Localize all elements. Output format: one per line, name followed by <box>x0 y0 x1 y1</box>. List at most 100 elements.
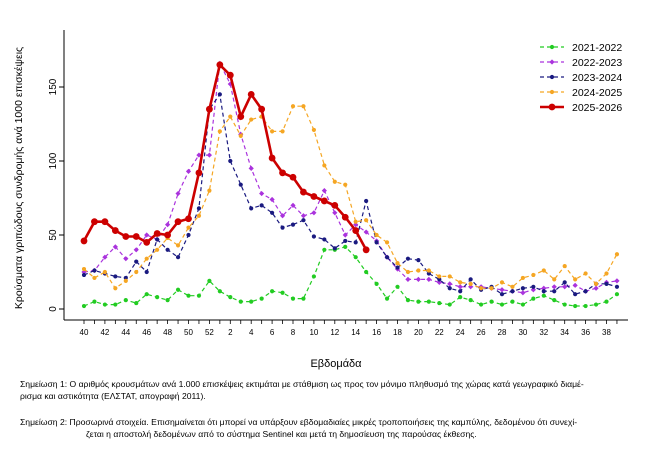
data-point <box>614 292 620 297</box>
data-point <box>259 296 264 301</box>
data-point <box>279 213 286 219</box>
x-tick-label: 6 <box>270 328 275 337</box>
x-tick-label: 24 <box>456 328 465 337</box>
data-point <box>593 285 599 291</box>
data-point <box>531 284 536 289</box>
data-point <box>479 302 484 307</box>
data-point <box>186 225 191 230</box>
data-point <box>343 182 348 187</box>
data-point <box>92 275 97 281</box>
data-point <box>216 61 224 69</box>
legend-item: 2025-2026 <box>540 102 622 114</box>
data-point <box>541 293 546 298</box>
data-point <box>353 255 358 260</box>
data-point <box>332 179 337 184</box>
series-line <box>83 92 618 295</box>
data-point <box>123 256 129 262</box>
data-point <box>447 286 452 291</box>
data-point <box>300 213 307 219</box>
data-point <box>196 206 202 211</box>
data-point <box>165 222 171 228</box>
y-tick-label: 0 <box>48 306 59 312</box>
data-point <box>510 289 515 294</box>
data-point <box>520 286 526 291</box>
data-point <box>583 289 588 294</box>
data-point <box>510 284 515 289</box>
data-point <box>102 254 108 260</box>
data-point <box>259 190 265 197</box>
data-point <box>541 285 547 291</box>
data-point <box>332 210 338 216</box>
data-point <box>237 113 245 120</box>
data-point <box>520 290 526 296</box>
data-point <box>364 218 369 223</box>
x-tick-label: 42 <box>100 328 109 337</box>
data-point <box>249 206 254 211</box>
data-point <box>353 240 358 245</box>
x-tick-label: 4 <box>249 328 254 337</box>
data-point <box>300 188 307 196</box>
data-point <box>279 169 286 177</box>
data-point <box>593 281 599 286</box>
data-point <box>405 298 411 303</box>
data-point <box>468 277 473 282</box>
data-point <box>520 302 526 307</box>
data-point <box>322 237 327 242</box>
data-point <box>458 280 463 285</box>
data-point <box>457 284 463 290</box>
data-point <box>499 280 505 285</box>
x-tick-label: 30 <box>518 328 527 337</box>
data-point <box>248 165 254 171</box>
data-point <box>270 129 275 134</box>
data-point <box>207 278 212 283</box>
data-point <box>562 263 567 269</box>
data-point <box>228 114 233 119</box>
data-point <box>458 295 463 300</box>
data-point <box>458 289 463 294</box>
data-point <box>362 246 370 254</box>
data-point <box>541 268 546 273</box>
data-point <box>175 190 181 197</box>
x-tick-label: 18 <box>393 328 402 337</box>
data-point <box>238 299 243 304</box>
data-point <box>416 299 421 304</box>
data-point <box>186 293 191 298</box>
data-point <box>374 240 379 245</box>
data-point <box>217 92 222 97</box>
data-point <box>301 296 306 301</box>
data-point <box>405 276 411 282</box>
data-point <box>364 269 369 275</box>
data-point <box>353 219 358 224</box>
data-point <box>238 133 243 138</box>
data-point <box>489 286 494 291</box>
data-point <box>81 303 87 309</box>
x-tick-label: 38 <box>602 328 611 337</box>
series-2021-2022 <box>81 244 620 309</box>
data-point <box>249 299 254 304</box>
data-point <box>353 222 359 228</box>
data-point <box>311 210 317 216</box>
data-point <box>374 281 379 286</box>
x-tick-label: 2 <box>228 328 233 337</box>
data-point <box>164 231 172 239</box>
series-line <box>83 61 617 294</box>
note-2: Σημείωση 2: Προσωρινά στοιχεία. Επισημαί… <box>20 416 660 440</box>
data-point <box>280 129 285 134</box>
x-axis-label: Εβδομάδα <box>310 358 362 370</box>
data-point <box>81 272 87 278</box>
legend-item: 2022-2023 <box>540 57 622 69</box>
data-point <box>614 252 620 257</box>
legend-swatch-marker <box>549 74 555 80</box>
data-point <box>604 281 609 286</box>
data-point <box>468 281 473 286</box>
data-point <box>258 105 266 113</box>
data-point <box>134 269 139 275</box>
data-point <box>499 292 505 297</box>
data-point <box>437 274 442 279</box>
data-point <box>395 284 400 289</box>
x-tick-label: 50 <box>184 328 193 337</box>
data-point <box>426 271 431 276</box>
series-2025-2026 <box>80 61 370 254</box>
